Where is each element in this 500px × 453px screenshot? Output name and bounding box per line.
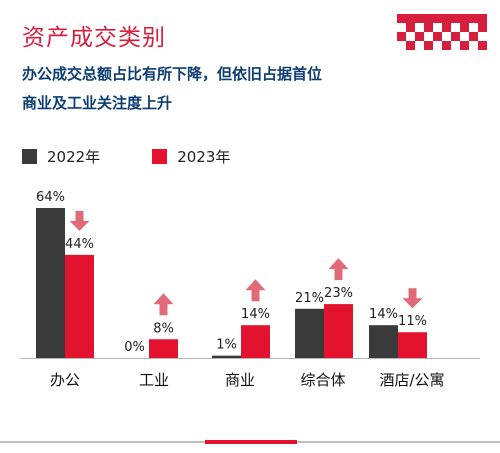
logo-square [406, 23, 415, 32]
logo-square [397, 14, 406, 23]
data-label: 21% [295, 291, 324, 306]
legend-swatch-2023 [152, 149, 168, 164]
logo-square [433, 14, 442, 23]
logo-square [460, 41, 469, 50]
trend-down-arrow [69, 210, 90, 231]
bar-2023 [398, 332, 427, 358]
bar-2023 [324, 304, 353, 358]
trend-up-arrow [245, 279, 266, 302]
bar-2022 [295, 308, 324, 358]
brand-checker-logo [397, 14, 487, 50]
bar-2022 [36, 208, 65, 358]
category-label: 工业 [139, 371, 169, 389]
category-label: 商业 [225, 371, 255, 389]
logo-square [460, 14, 469, 23]
logo-square [442, 23, 451, 32]
page-title: 资产成交类别 [22, 25, 166, 51]
subtitle-line-2: 商业及工业关注度上升 [22, 94, 173, 112]
bottom-accent-bar [205, 440, 297, 444]
data-label: 0% [124, 340, 145, 355]
bar-2022 [369, 325, 398, 358]
trend-up-arrow [153, 293, 174, 316]
legend-item-2022: 2022年 [22, 146, 100, 167]
data-label: 14% [369, 307, 398, 322]
bar-2023 [65, 254, 94, 358]
data-label: 8% [153, 321, 174, 336]
trend-up-arrow [328, 258, 349, 281]
data-label: 11% [398, 314, 427, 329]
data-label: 64% [36, 190, 65, 205]
data-label: 44% [65, 237, 94, 252]
logo-square [469, 32, 478, 41]
bar-2022 [212, 355, 241, 358]
logo-square [406, 14, 415, 23]
logo-square [442, 41, 451, 50]
logo-square [451, 32, 460, 41]
data-label: 14% [241, 307, 270, 322]
logo-square [442, 14, 451, 23]
category-label: 办公 [50, 371, 80, 389]
legend-label-2023: 2023年 [177, 148, 231, 166]
logo-square [433, 32, 442, 41]
logo-square [478, 23, 487, 32]
logo-square [469, 14, 478, 23]
legend-label-2022: 2022年 [47, 148, 101, 166]
logo-square [424, 14, 433, 23]
legend-item-2023: 2023年 [152, 146, 230, 167]
data-label: 23% [324, 286, 353, 301]
subtitle-line-1: 办公成交总额占比有所下降，但依旧占据首位 [22, 65, 323, 83]
logo-square [424, 23, 433, 32]
logo-square [460, 23, 469, 32]
bar-2023 [149, 339, 178, 358]
logo-square [451, 14, 460, 23]
logo-square [424, 41, 433, 50]
bar-2023 [241, 325, 270, 358]
chart-legend: 2022年 2023年 [22, 146, 282, 167]
logo-square [478, 14, 487, 23]
category-label: 综合体 [300, 371, 345, 389]
legend-swatch-2022 [22, 149, 37, 164]
logo-square [415, 32, 424, 41]
logo-square [415, 14, 424, 23]
category-label: 酒店/公寓 [379, 371, 444, 389]
data-label: 1% [216, 338, 237, 353]
logo-square [478, 41, 487, 50]
trend-down-arrow [402, 288, 423, 309]
logo-square [406, 41, 415, 50]
logo-square [397, 32, 406, 41]
